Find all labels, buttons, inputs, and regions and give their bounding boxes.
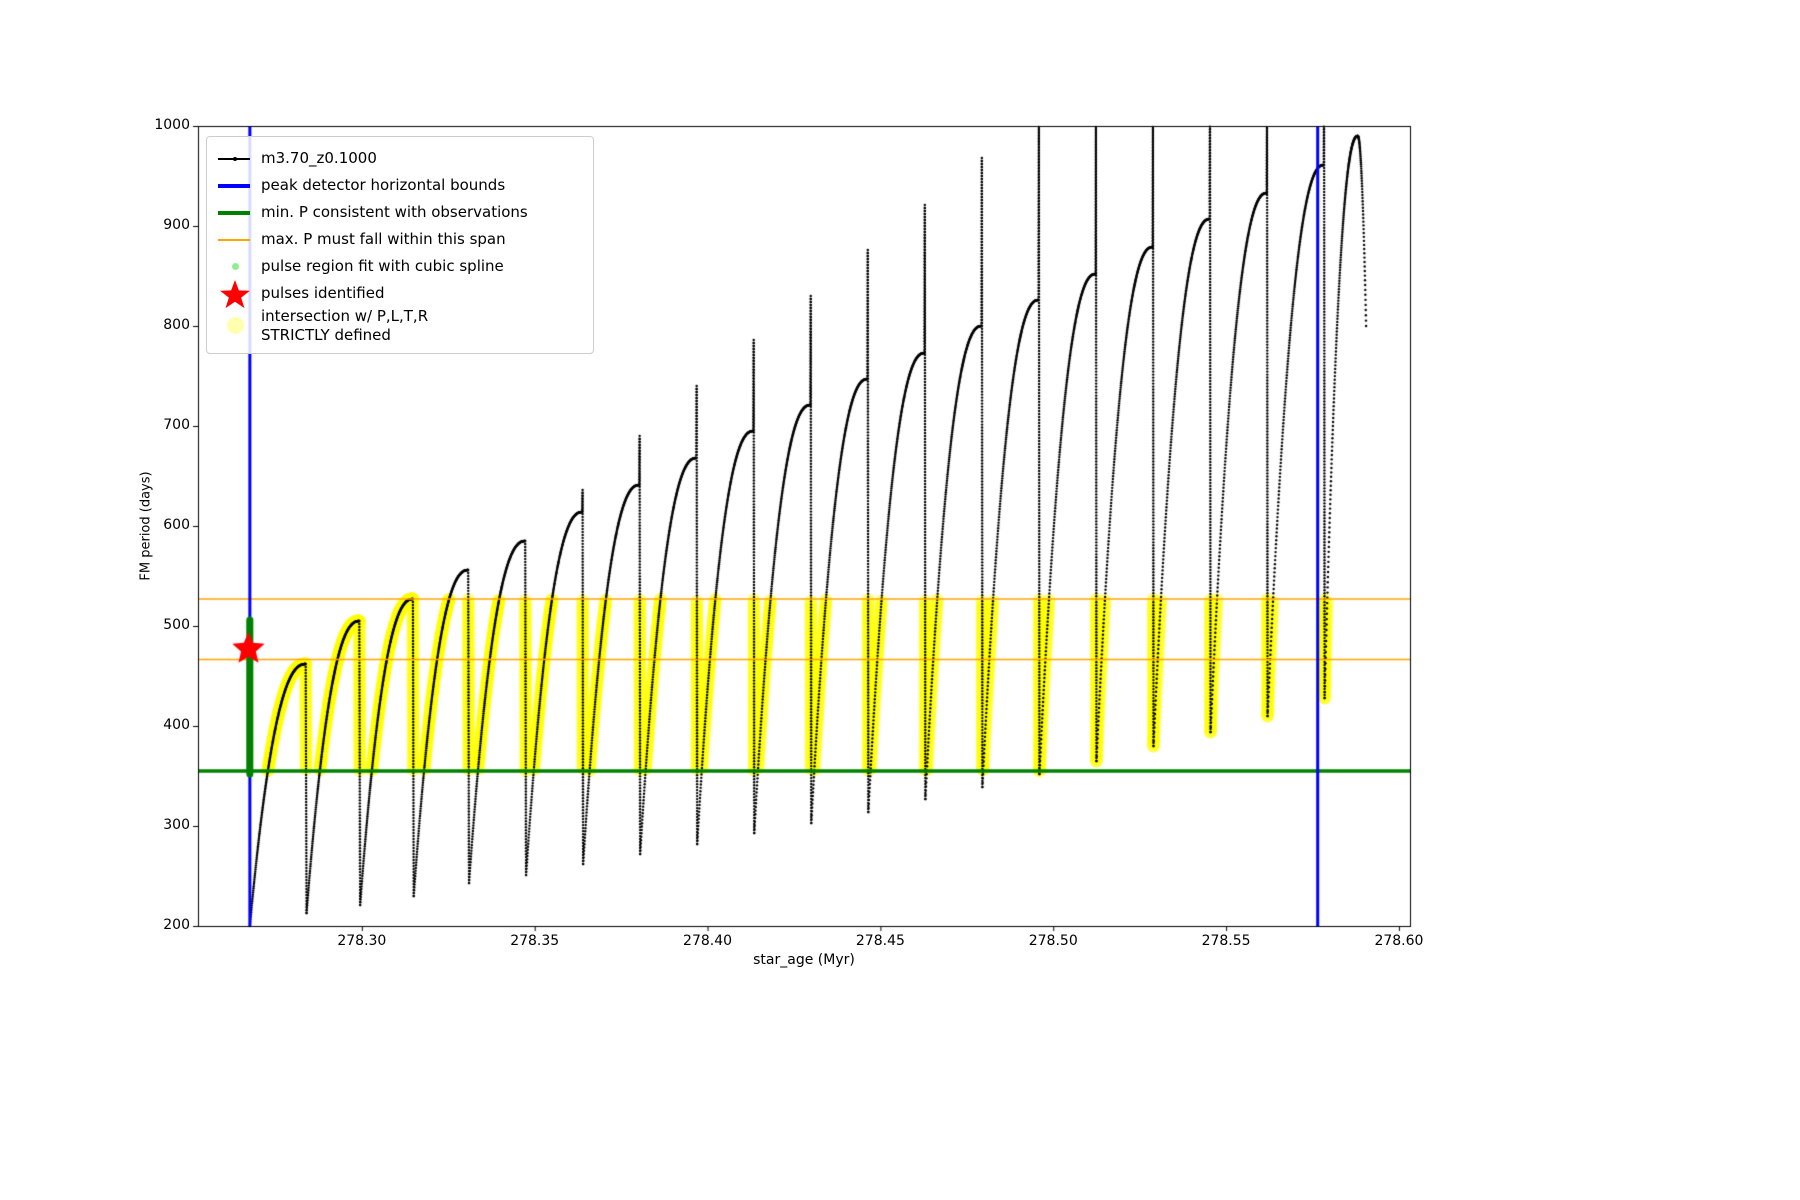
x-tick-label: 278.40: [683, 933, 733, 949]
legend-entry-label: pulses identified: [261, 284, 385, 303]
legend-entry-label: m3.70_z0.1000: [261, 149, 377, 168]
legend-entry-label: max. P must fall within this span: [261, 230, 506, 249]
x-tick-label: 278.45: [855, 933, 905, 949]
intersection-dot-icon: [217, 312, 253, 339]
min-period-line-icon: [217, 199, 253, 226]
y-tick-label: 200: [163, 917, 190, 933]
legend: m3.70_z0.1000 peak detector horizontal b…: [206, 136, 594, 354]
x-tick-label: 278.55: [1201, 933, 1251, 949]
legend-entry: intersection w/ P,L,T,R STRICTLY defined: [217, 307, 581, 345]
y-tick-label: 300: [163, 817, 190, 833]
legend-entry: min. P consistent with observations: [217, 199, 581, 226]
peak-bounds-line-icon: [217, 172, 253, 199]
y-tick-label: 700: [163, 417, 190, 433]
legend-entry: pulses identified: [217, 279, 581, 308]
series-line-icon: [217, 145, 253, 172]
y-tick-label: 900: [163, 217, 190, 233]
x-axis-label: star_age (Myr): [753, 952, 855, 968]
y-tick-label: 400: [163, 717, 190, 733]
legend-entry: peak detector horizontal bounds: [217, 172, 581, 199]
y-tick-label: 800: [163, 317, 190, 333]
x-tick-label: 278.50: [1028, 933, 1078, 949]
max-period-line-icon: [217, 226, 253, 253]
y-tick-label: 1000: [154, 117, 190, 133]
legend-entry-label: pulse region fit with cubic spline: [261, 257, 504, 276]
y-axis-label: FM period (days): [138, 471, 154, 581]
y-tick-label: 500: [163, 617, 190, 633]
legend-entry-label: intersection w/ P,L,T,R STRICTLY defined: [261, 307, 429, 344]
legend-entry: max. P must fall within this span: [217, 226, 581, 253]
pulse-star-icon: [217, 279, 253, 308]
spline-dot-icon: [217, 253, 253, 280]
legend-entry: pulse region fit with cubic spline: [217, 253, 581, 280]
x-tick-label: 278.30: [337, 933, 387, 949]
y-tick-label: 600: [163, 517, 190, 533]
legend-entry-label: peak detector horizontal bounds: [261, 176, 506, 195]
x-tick-label: 278.60: [1374, 933, 1424, 949]
x-tick-label: 278.35: [510, 933, 560, 949]
legend-entry: m3.70_z0.1000: [217, 145, 581, 172]
legend-entry-label: min. P consistent with observations: [261, 203, 528, 222]
